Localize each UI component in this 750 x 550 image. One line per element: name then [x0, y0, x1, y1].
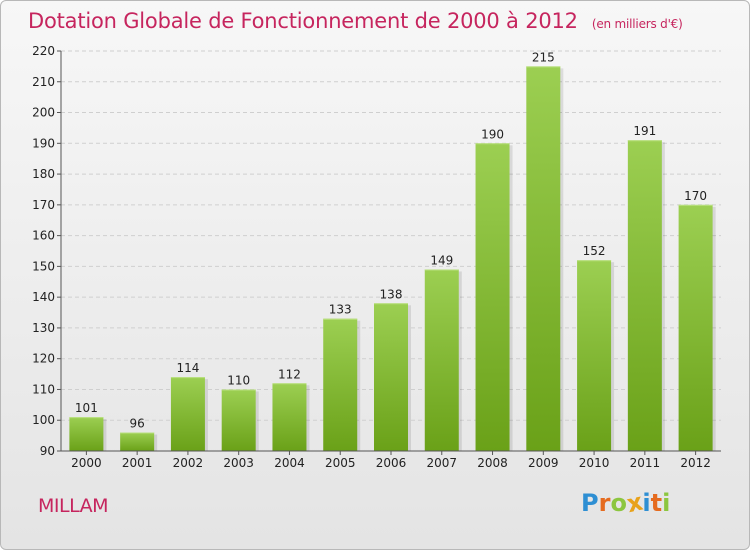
y-tick-label: 100	[32, 413, 55, 427]
bar-value-label: 215	[532, 50, 555, 64]
y-tick-label: 190	[32, 136, 55, 150]
x-tick-label: 2006	[376, 456, 407, 470]
y-tick-label: 200	[32, 106, 55, 120]
bar	[120, 432, 155, 451]
y-tick-label: 180	[32, 167, 55, 181]
bar-value-label: 101	[75, 401, 98, 415]
bar-value-label: 152	[583, 244, 606, 258]
bar	[221, 389, 256, 451]
x-tick-label: 2002	[173, 456, 204, 470]
bar-value-label: 190	[481, 127, 504, 141]
bar-value-label: 112	[278, 367, 301, 381]
bar-value-label: 170	[684, 189, 707, 203]
logo-letter: i	[642, 489, 651, 517]
bar-value-label: 149	[430, 253, 453, 267]
y-tick-label: 150	[32, 259, 55, 273]
bar	[170, 377, 205, 451]
labels: 90 100 110 120 130 140 150 160 170 180 190 200 210 22…	[32, 44, 711, 470]
bar-value-label: 191	[633, 124, 656, 138]
y-tick-label: 170	[32, 198, 55, 212]
y-tick-label: 120	[32, 352, 55, 366]
x-tick-label: 2001	[122, 456, 153, 470]
x-tick-label: 2010	[579, 456, 610, 470]
bar	[323, 318, 358, 451]
x-tick-label: 2000	[71, 456, 102, 470]
bar	[526, 66, 561, 451]
bar	[475, 143, 510, 452]
logo-letter: i	[662, 489, 671, 517]
bar	[577, 260, 612, 451]
y-tick-label: 130	[32, 321, 55, 335]
x-tick-label: 2004	[274, 456, 305, 470]
logo-letter: o	[610, 489, 627, 517]
place-name: MILLAM	[38, 495, 109, 517]
logo-letter: P	[581, 489, 599, 517]
chart-title-text: Dotation Globale de Fonctionnement de 20…	[28, 9, 578, 33]
x-tick-label: 2003	[223, 456, 254, 470]
y-tick-label: 210	[32, 75, 55, 89]
axes	[57, 50, 721, 455]
bar	[374, 303, 408, 451]
x-tick-label: 2008	[477, 456, 508, 470]
bar	[627, 140, 662, 451]
y-tick-label: 220	[32, 44, 55, 58]
x-tick-label: 2005	[325, 456, 356, 470]
bars	[69, 66, 716, 452]
chart-title: Dotation Globale de Fonctionnement de 20…	[28, 9, 683, 33]
y-tick-label: 140	[32, 290, 55, 304]
logo-letter: r	[598, 489, 611, 517]
x-tick-label: 2009	[528, 456, 559, 470]
bar-value-label: 138	[380, 287, 403, 301]
x-tick-label: 2007	[426, 456, 457, 470]
bar-value-label: 110	[227, 373, 250, 387]
y-tick-label: 90	[40, 444, 55, 458]
y-tick-label: 160	[32, 229, 55, 243]
y-tick-label: 110	[32, 382, 55, 396]
proxiti-logo: Proxiti	[581, 488, 671, 519]
chart-subtitle: (en milliers d'€)	[591, 17, 683, 31]
bar	[272, 383, 307, 451]
logo-letter: t	[650, 489, 663, 517]
x-tick-label: 2012	[680, 456, 711, 470]
bar-value-label: 114	[176, 361, 199, 375]
bar-value-label: 133	[329, 303, 352, 317]
bar-value-label: 96	[130, 417, 145, 431]
bar	[424, 269, 459, 451]
bar	[678, 204, 713, 451]
bar	[69, 417, 104, 451]
x-tick-label: 2011	[630, 456, 661, 470]
